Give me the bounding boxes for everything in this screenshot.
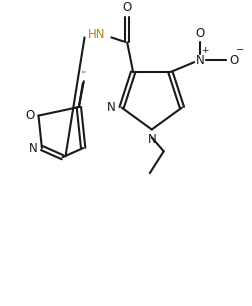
Text: HN: HN <box>88 28 105 41</box>
Text: O: O <box>196 27 205 40</box>
Text: N: N <box>147 133 156 146</box>
Text: +: + <box>201 46 209 55</box>
Text: methyl: methyl <box>82 72 87 73</box>
Text: O: O <box>25 109 34 122</box>
Text: methyl: methyl <box>81 71 86 72</box>
Text: N: N <box>196 54 205 67</box>
Text: O: O <box>122 1 132 14</box>
Text: N: N <box>29 142 37 155</box>
Text: −: − <box>236 45 244 55</box>
Text: O: O <box>229 54 239 67</box>
Text: N: N <box>107 101 116 114</box>
